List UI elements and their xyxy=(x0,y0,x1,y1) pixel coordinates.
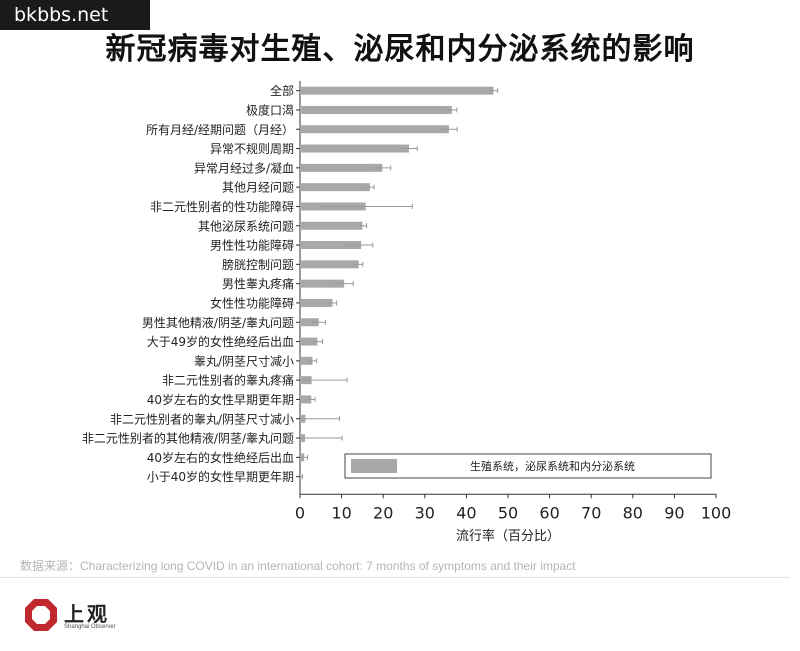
category-label: 40岁左右的女性早期更年期 xyxy=(147,392,294,407)
x-tick-label: 20 xyxy=(373,503,393,522)
category-label: 非二元性别者的睾丸疼痛 xyxy=(162,373,294,388)
category-label: 极度口渴 xyxy=(246,102,294,117)
category-label: 异常月经过多/凝血 xyxy=(194,160,294,175)
category-label: 睾丸/阴茎尺寸减小 xyxy=(194,353,294,368)
bar xyxy=(300,395,312,404)
legend-box xyxy=(344,453,712,479)
bar xyxy=(300,356,313,365)
x-tick-label: 50 xyxy=(498,503,518,522)
bar xyxy=(300,183,370,192)
category-label: 所有月经/经期问题（月经） xyxy=(146,123,294,137)
bar xyxy=(300,298,333,307)
bar xyxy=(300,144,409,153)
watermark: bkbbs.net xyxy=(0,0,150,30)
category-label: 男性其他精液/阴茎/睾丸问题 xyxy=(142,315,294,330)
category-label: 男性睾丸疼痛 xyxy=(222,276,294,291)
category-label: 小于40岁的女性早期更年期 xyxy=(147,469,294,484)
x-tick-label: 0 xyxy=(295,503,305,522)
category-label: 异常不规则周期 xyxy=(210,141,294,156)
category-label: 膀胱控制问题 xyxy=(222,257,294,272)
category-label: 全部 xyxy=(270,83,294,98)
x-tick-label: 90 xyxy=(664,503,684,522)
chart-legend: 生殖系统，泌尿系统和内分泌系统 xyxy=(344,453,712,479)
category-label: 女性性功能障碍 xyxy=(210,295,294,310)
category-label: 其他月经问题 xyxy=(222,181,294,195)
x-ticks: 0 10 20 30 40 50 60 70 80 90 100 xyxy=(295,494,731,522)
bar xyxy=(300,318,319,327)
divider xyxy=(0,577,790,578)
bar xyxy=(300,241,362,250)
bar xyxy=(300,260,359,269)
category-label: 40岁左右的女性绝经后出血 xyxy=(147,450,294,465)
bar xyxy=(300,221,363,230)
logo: 上观 Shanghai Observer xyxy=(24,598,164,638)
logo-name: 上观 xyxy=(64,602,110,626)
bar xyxy=(300,105,452,114)
bar xyxy=(300,125,449,134)
chart-bars xyxy=(300,86,499,481)
data-source: 数据来源：Characterizing long COVID in an int… xyxy=(20,559,576,573)
chart-axes xyxy=(296,81,716,495)
x-tick-label: 80 xyxy=(623,503,643,522)
legend-label: 生殖系统，泌尿系统和内分泌系统 xyxy=(470,459,635,473)
category-label: 大于49岁的女性绝经后出血 xyxy=(147,334,294,349)
chart-title: 新冠病毒对生殖、泌尿和内分泌系统的影响 xyxy=(105,32,695,67)
category-label: 非二元性别者的性功能障碍 xyxy=(150,199,294,214)
category-label: 非二元性别者的睾丸/阴茎尺寸减小 xyxy=(110,411,294,426)
logo-subtitle: Shanghai Observer xyxy=(64,624,116,630)
bar xyxy=(300,279,345,288)
bar xyxy=(300,163,383,172)
legend-swatch xyxy=(351,459,397,473)
logo-mark-icon xyxy=(25,599,57,631)
x-axis-label: 流行率（百分比） xyxy=(456,528,560,544)
bar xyxy=(300,86,494,95)
x-tick-label: 10 xyxy=(331,503,351,522)
category-label: 非二元性别者的其他精液/阴茎/睾丸问题 xyxy=(82,431,294,446)
x-tick-label: 30 xyxy=(415,503,435,522)
category-label: 其他泌尿系统问题 xyxy=(198,219,294,233)
x-tick-label: 100 xyxy=(701,503,732,522)
x-tick-label: 40 xyxy=(456,503,476,522)
bar xyxy=(300,337,318,346)
category-label: 男性性功能障碍 xyxy=(210,238,294,253)
x-tick-label: 60 xyxy=(539,503,559,522)
x-tick-label: 70 xyxy=(581,503,601,522)
